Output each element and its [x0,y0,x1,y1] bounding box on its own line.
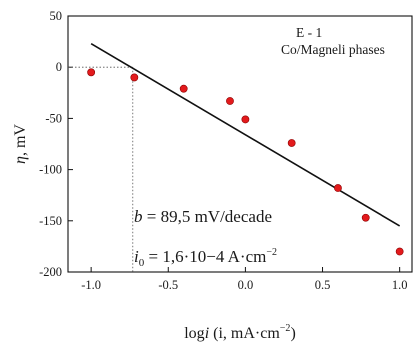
y-tick-label: -200 [39,265,62,279]
x-tick-label: -0.5 [158,278,178,292]
fit-line-group [90,42,401,227]
annotation-sample: E - 1 [296,25,322,40]
i0-exponent: −2 [266,247,277,258]
x-tick-label: 0.5 [315,278,331,292]
i0-subscript: 0 [139,257,145,269]
x-axis-title-unit: (i, mA·cm [209,325,280,342]
plot-frame [67,15,413,273]
exchange-current-annotation: i0 = 1,6·10−4 A·cm−2 [134,247,277,269]
x-axis-title-exp: −2 [280,323,291,334]
data-point [287,139,296,147]
data-point [179,84,188,93]
slope-variable: b [134,207,143,226]
data-point [361,213,370,222]
data-points [87,68,404,256]
x-axis-title-var: i [205,325,209,342]
y-axis-title: η, mV [12,124,29,164]
x-tick-label: 0.0 [238,278,254,292]
annotation-material: Co/Magneli phases [281,42,385,57]
data-point [130,73,139,82]
y-axis-title-var: η [12,156,29,164]
y-tick-label: -50 [45,111,62,125]
data-point [334,184,342,192]
fit-line [90,42,401,227]
data-point [241,115,250,124]
y-tick-label: -150 [39,214,62,228]
i0-variable: i [134,247,139,266]
y-tick-label: 50 [50,9,63,23]
y-axis-title-unit: , mV [12,124,29,156]
y-tick-label: 0 [56,60,62,74]
slope-value: = 89,5 mV/decade [143,207,273,226]
x-axis-title-close: ) [290,325,295,342]
i0-value: = 1,6·10−4 A·cm [144,247,266,266]
data-point [226,97,234,105]
reference-lines [68,66,134,272]
data-point [87,68,96,77]
x-tick-label: -1.0 [81,278,101,292]
slope-annotation: b = 89,5 mV/decade [134,207,272,226]
x-axis-title-prefix: log [184,325,204,342]
y-axis-ticks: -200 -150 -100 -50 0 50 [39,9,73,279]
x-tick-label: 1.0 [392,278,408,292]
data-point [395,247,404,256]
x-axis-ticks: -1.0 -0.5 0.0 0.5 1.0 [81,267,407,292]
x-axis-title: logi (i, mA·cm−2) [184,323,296,342]
y-tick-label: -100 [39,163,62,177]
